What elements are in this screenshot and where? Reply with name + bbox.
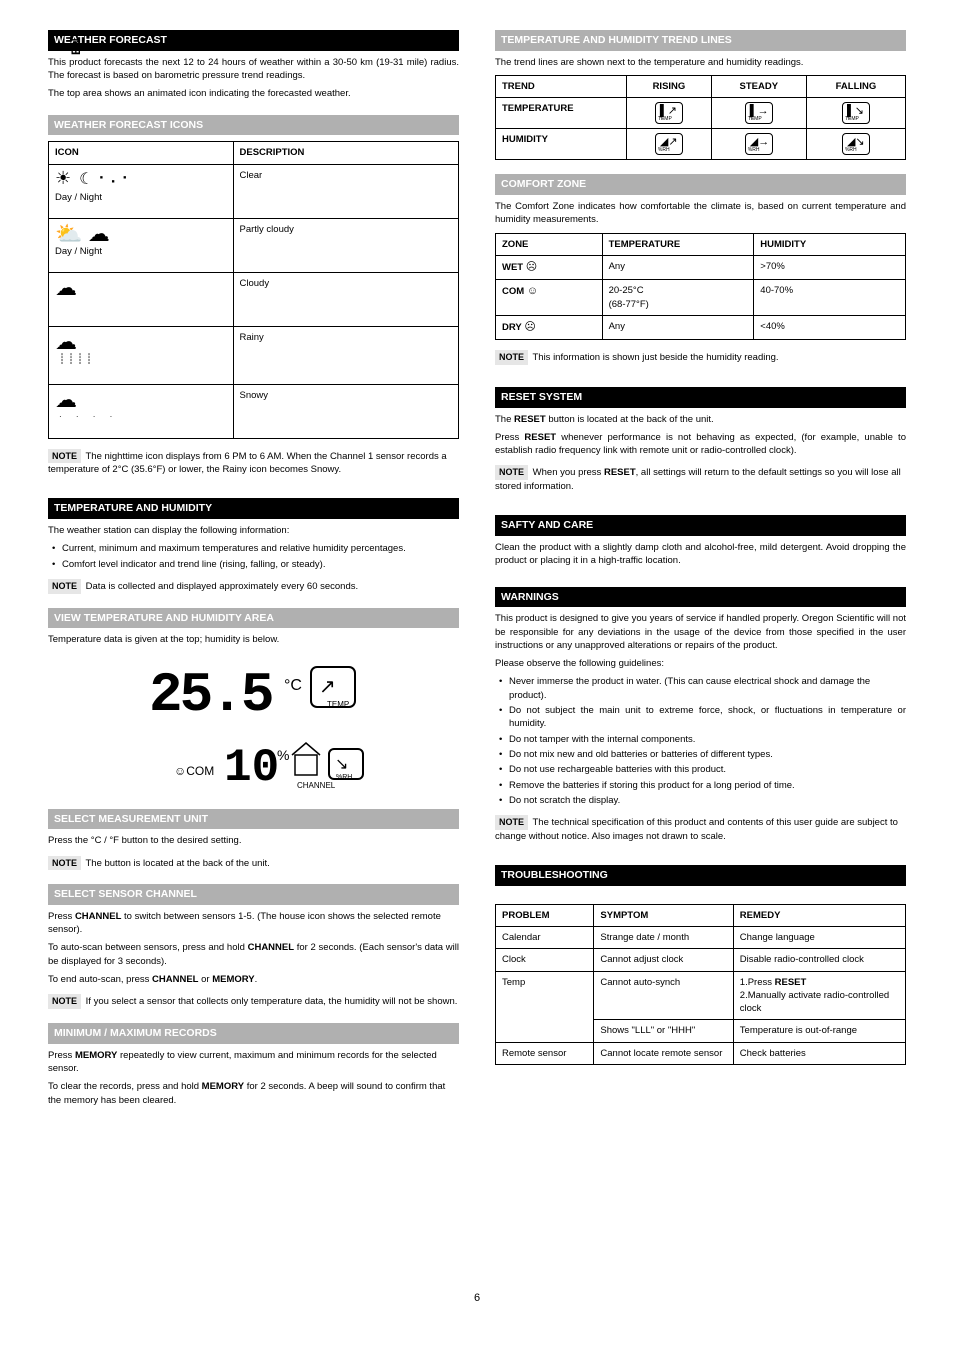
lcd-display-illustration: 25.5 °C ↗ TEMP ☺COM 10 % CHANNEL ↘ <box>48 655 459 795</box>
heading-wf-icons: WEATHER FORECAST ICONS <box>48 115 459 136</box>
heading-minmax: MINIMUM / MAXIMUM RECORDS <box>48 1023 459 1044</box>
heading-temp-hum: TEMPERATURE AND HUMIDITY <box>48 498 459 519</box>
svg-text:25.5: 25.5 <box>149 663 272 727</box>
comfort-table: ZONE TEMPERATURE HUMIDITY WET ☹ Any >70%… <box>495 233 906 341</box>
hum-rising-icon: ◢↗%RH <box>655 133 683 155</box>
su-note: NOTE The button is located at the back o… <box>48 856 459 871</box>
hum-steady-icon: ◢→%RH <box>745 133 773 155</box>
rs-p1: The RESET button is located at the back … <box>495 413 906 426</box>
heading-sel-chan: SELECT SENSOR CHANNEL <box>48 884 459 905</box>
wn-p1: This product is designed to give you yea… <box>495 612 906 652</box>
page-number: 6 <box>48 1291 906 1306</box>
sc-p3: To end auto-scan, press CHANNEL or MEMOR… <box>48 973 459 986</box>
wn-bullets: Never immerse the product in water. (Thi… <box>495 675 906 807</box>
desc-clear: Clear <box>233 164 459 218</box>
left-column: WEATHER FORECAST This product forecasts … <box>48 30 459 1112</box>
icon-snowy: ☁︎ · · · · <box>49 384 234 438</box>
wn-p2: Please observe the following guidelines: <box>495 657 906 670</box>
th-note: NOTE Data is collected and displayed app… <box>48 579 459 594</box>
th-bullets: Current, minimum and maximum temperature… <box>48 542 459 571</box>
heading-safety: SAFTY AND CARE <box>495 515 906 536</box>
su-para: Press the °C / °F button to the desired … <box>48 834 459 847</box>
svg-text:°C: °C <box>284 677 302 694</box>
wf-icons-table: ICON DESCRIPTION ☀ ☾ ⠂⠄⠂ Day / Night Cle… <box>48 141 459 438</box>
heading-warnings: WARNINGS <box>495 587 906 608</box>
heading-comfort: COMFORT ZONE <box>495 174 906 195</box>
svg-text:CHANNEL: CHANNEL <box>297 781 336 790</box>
cz-note: NOTE This information is shown just besi… <box>495 350 906 365</box>
wn-note: NOTE The technical specification of this… <box>495 815 906 843</box>
col-desc: DESCRIPTION <box>233 142 459 164</box>
heading-trend-lines: TEMPERATURE AND HUMIDITY TREND LINES <box>495 30 906 51</box>
tl-para: The trend lines are shown next to the te… <box>495 56 906 69</box>
heading-weather-forecast: WEATHER FORECAST <box>48 30 459 51</box>
heading-reset: RESET SYSTEM <box>495 387 906 408</box>
sc-p1: Press CHANNEL to switch between sensors … <box>48 910 459 937</box>
svg-text:TEMP: TEMP <box>327 700 349 709</box>
icon-partly: ⛅ ☁︎ Day / Night <box>49 218 234 272</box>
icon-clear: ☀ ☾ ⠂⠄⠂ Day / Night <box>49 164 234 218</box>
heading-trouble: TROUBLESHOOTING <box>495 865 906 886</box>
svg-text:10: 10 <box>224 742 279 794</box>
desc-snowy: Snowy <box>233 384 459 438</box>
desc-partly: Partly cloudy <box>233 218 459 272</box>
sc-note: NOTE If you select a sensor that collect… <box>48 994 459 1009</box>
icon-cloudy: ☁︎ <box>49 272 234 326</box>
svg-text:%RH: %RH <box>336 774 352 781</box>
wf-para1: This product forecasts the next 12 to 24… <box>48 56 459 83</box>
trend-table: TREND RISING STEADY FALLING TEMPERATURE … <box>495 75 906 160</box>
cz-para: The Comfort Zone indicates how comfortab… <box>495 200 906 227</box>
trouble-remedy-reset: 1.Press RESET2.Manually activate radio-c… <box>733 971 905 1020</box>
trouble-table: PROBLEM SYMPTOM REMEDY Calendar Strange … <box>495 904 906 1065</box>
hum-falling-icon: ◢↘%RH <box>842 133 870 155</box>
temp-rising-icon: ▌↗TEMP <box>655 102 683 124</box>
svg-text:☺COM: ☺COM <box>174 764 214 778</box>
desc-rainy: Rainy <box>233 326 459 384</box>
va-para: Temperature data is given at the top; hu… <box>48 633 459 646</box>
heading-sel-unit: SELECT MEASUREMENT UNIT <box>48 809 459 830</box>
svg-text:↘: ↘ <box>335 756 348 773</box>
svg-text:↗: ↗ <box>319 676 336 698</box>
temp-steady-icon: ▌→TEMP <box>745 102 773 124</box>
wf-note: NOTE The nighttime icon displays from 6 … <box>48 449 459 477</box>
heading-view-area: VIEW TEMPERATURE AND HUMIDITY AREA <box>48 608 459 629</box>
svg-text:%: % <box>277 747 289 763</box>
face-dry-icon: ☹ <box>524 321 535 333</box>
mm-p1: Press MEMORY repeatedly to view current,… <box>48 1049 459 1076</box>
desc-cloudy: Cloudy <box>233 272 459 326</box>
col-icon: ICON <box>49 142 234 164</box>
sf-para: Clean the product with a slightly damp c… <box>495 541 906 568</box>
rs-p2: Press RESET whenever performance is not … <box>495 431 906 458</box>
mm-p2: To clear the records, press and hold MEM… <box>48 1080 459 1107</box>
wf-para2: The top area shows an animated icon indi… <box>48 87 459 100</box>
sc-p2: To auto-scan between sensors, press and … <box>48 941 459 968</box>
page-lang-label: EN <box>68 38 85 55</box>
face-com-icon: ☺ <box>527 285 538 297</box>
right-column: TEMPERATURE AND HUMIDITY TREND LINES The… <box>495 30 906 1112</box>
th-intro: The weather station can display the foll… <box>48 524 459 537</box>
face-wet-icon: ☹ <box>526 261 537 273</box>
icon-rainy: ☁︎ ┊┊┊┊ <box>49 326 234 384</box>
temp-falling-icon: ▌↘TEMP <box>842 102 870 124</box>
rs-note: NOTE When you press RESET, all settings … <box>495 465 906 493</box>
